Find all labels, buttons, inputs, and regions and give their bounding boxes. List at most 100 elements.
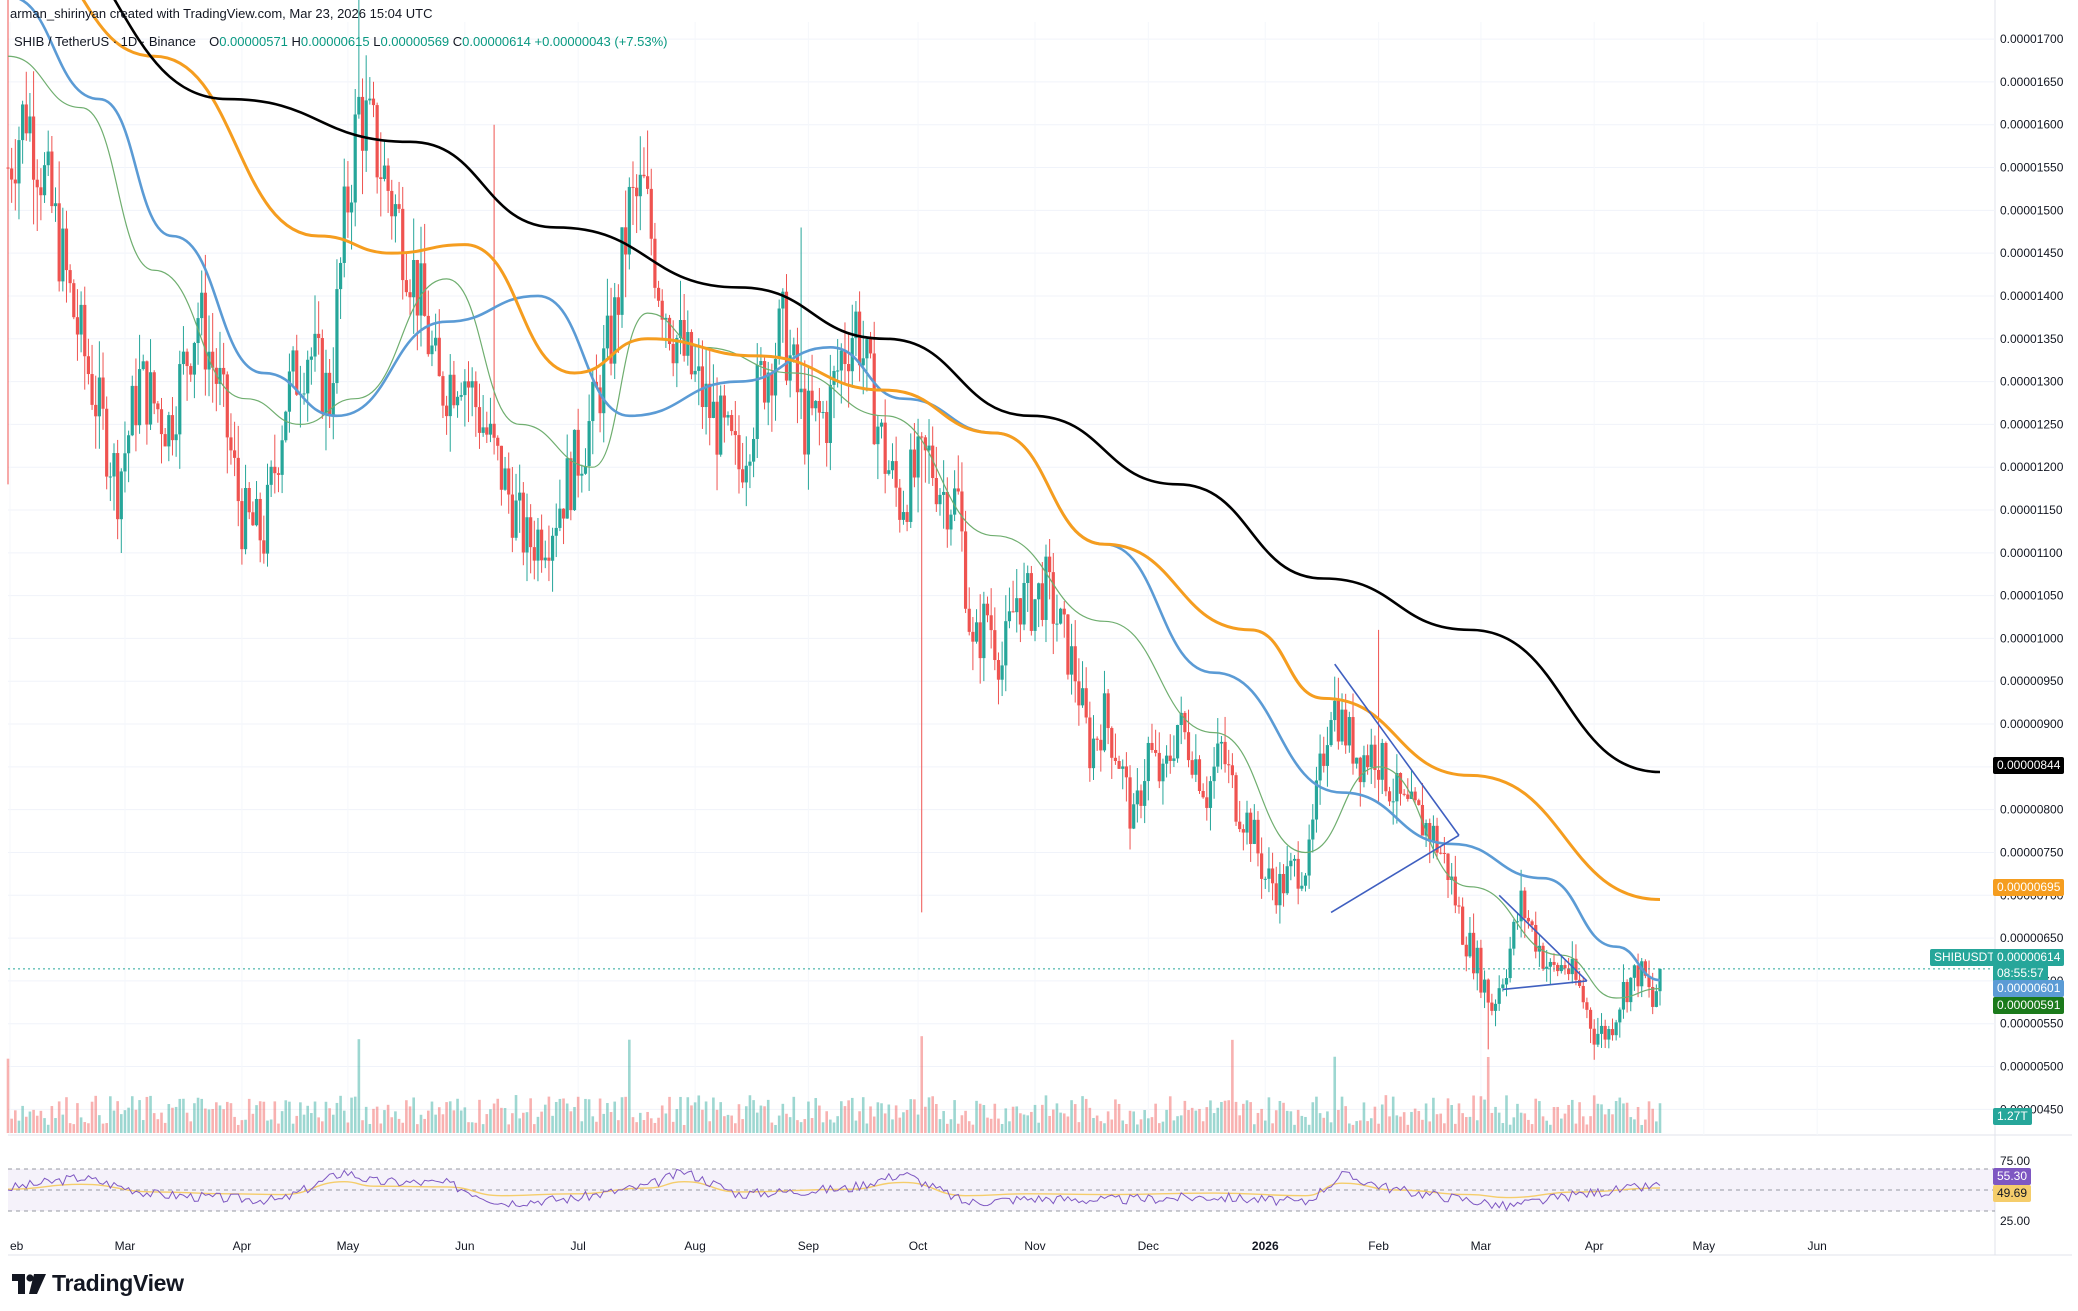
volume-bar <box>1655 1121 1658 1133</box>
candle-body <box>759 361 763 365</box>
volume-bar <box>405 1100 408 1133</box>
candle-body <box>660 300 664 320</box>
volume-bar <box>1030 1111 1033 1133</box>
volume-bar <box>1549 1124 1552 1133</box>
volume-bar <box>383 1110 386 1133</box>
volume-bar <box>682 1124 686 1133</box>
volume-bar <box>759 1105 763 1133</box>
volume-bar <box>1454 1123 1457 1133</box>
volume-bar <box>101 1123 105 1133</box>
volume-bar <box>1212 1113 1216 1133</box>
open-value: 0.00000571 <box>219 34 288 49</box>
candle-body <box>470 381 474 388</box>
trendline[interactable] <box>1334 663 1460 836</box>
volume-bar <box>277 1123 280 1133</box>
candle-body <box>35 179 39 188</box>
ma-black-line <box>113 0 1661 774</box>
candle-body <box>1599 1025 1604 1034</box>
volume-bar <box>98 1115 101 1133</box>
candle-body <box>1263 878 1267 880</box>
candle-body <box>916 436 920 478</box>
volume-bar <box>686 1097 690 1133</box>
candle-body <box>1048 556 1052 573</box>
candle-body <box>466 381 471 388</box>
trendline[interactable] <box>1502 980 1587 991</box>
symbol-title[interactable]: SHIB / TetherUS · 1D · Binance <box>14 34 196 49</box>
volume-bar <box>116 1101 119 1133</box>
volume-bar <box>894 1105 898 1133</box>
volume-bar <box>288 1101 291 1133</box>
candle-body <box>996 660 1001 680</box>
trendline[interactable] <box>1498 894 1588 982</box>
candle-body <box>1040 583 1044 620</box>
candle-body <box>404 280 408 293</box>
volume-bar <box>920 1036 924 1133</box>
candle-body <box>741 469 745 483</box>
volume-bar <box>905 1109 909 1133</box>
candle-body <box>1391 801 1395 803</box>
volume-bar <box>949 1119 953 1133</box>
volume-bar <box>6 1058 10 1133</box>
candle-body <box>1084 688 1088 718</box>
volume-bar <box>1395 1115 1399 1133</box>
candle-body <box>1190 760 1194 775</box>
volume-bar <box>814 1098 818 1133</box>
volume-bar <box>595 1121 598 1133</box>
volume-bar <box>598 1098 602 1133</box>
volume-bar <box>434 1114 437 1133</box>
volume-bar <box>1388 1116 1391 1133</box>
candle-body <box>1157 752 1161 782</box>
volume-bar <box>796 1120 799 1133</box>
candle-body <box>97 377 101 417</box>
candle-body <box>1267 868 1271 879</box>
candle-body <box>61 228 65 282</box>
candle-body <box>306 359 310 394</box>
candle-body <box>949 514 953 530</box>
volume-bar <box>28 1111 32 1133</box>
tradingview-logo[interactable]: TradingView <box>12 1270 184 1297</box>
volume-bar <box>39 1110 43 1133</box>
candle-body <box>1314 780 1319 820</box>
candle-body <box>1413 791 1417 801</box>
volume-bar <box>1216 1107 1220 1133</box>
volume-bar <box>1644 1119 1647 1133</box>
low-value: 0.00000569 <box>380 34 450 49</box>
volume-bar <box>1497 1112 1501 1133</box>
volume-bar <box>701 1109 704 1133</box>
low-label: L <box>373 34 381 49</box>
volume-bar <box>1636 1106 1640 1133</box>
candle-body <box>507 468 511 495</box>
volume-bar <box>799 1122 803 1133</box>
candle-body <box>923 437 927 451</box>
candle-body <box>514 500 518 538</box>
volume-bar <box>1062 1113 1066 1133</box>
volume-bar <box>1092 1117 1095 1133</box>
volume-bar <box>591 1116 595 1133</box>
candle-body <box>474 381 478 408</box>
candle-body <box>1168 755 1172 761</box>
candle-body <box>1194 759 1198 775</box>
volume-bar <box>1592 1095 1596 1133</box>
volume-bar <box>437 1107 441 1133</box>
trendline[interactable] <box>1330 834 1460 914</box>
volume-bar <box>1348 1123 1351 1133</box>
symbol-tag: SHIBUSDT <box>1930 949 1999 966</box>
volume-bar <box>416 1124 419 1133</box>
volume-bar <box>167 1104 171 1133</box>
volume-bar <box>225 1101 229 1133</box>
volume-bar <box>726 1114 730 1133</box>
candle-body <box>408 292 412 298</box>
candle-body <box>985 603 990 616</box>
volume-bar <box>1242 1103 1245 1133</box>
candle-body <box>1654 991 1658 1007</box>
volume-bar <box>1037 1122 1040 1133</box>
volume-bar <box>1179 1115 1183 1133</box>
candle-body <box>448 374 452 417</box>
volume-bar <box>617 1120 620 1133</box>
volume-bar <box>342 1110 346 1133</box>
candle-body <box>532 547 536 561</box>
volume-bar <box>1289 1111 1293 1133</box>
candle-body <box>1552 961 1556 965</box>
candle-body <box>1435 825 1439 853</box>
